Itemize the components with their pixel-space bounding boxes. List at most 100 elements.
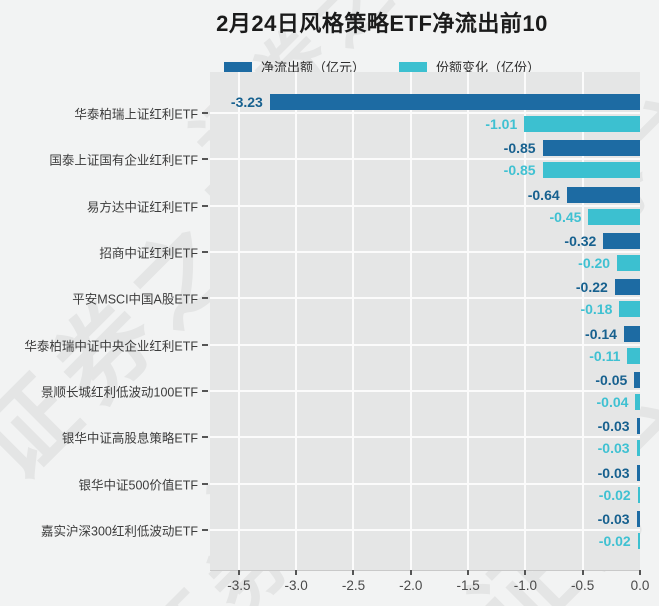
category-label: 招商中证红利ETF (99, 246, 198, 261)
value-label-share-change: -0.85 (503, 162, 536, 179)
category-label: 平安MSCI中国A股ETF (72, 292, 198, 307)
value-label-net-outflow: -0.32 (564, 233, 597, 250)
x-tick (295, 570, 298, 575)
legend-label-share-change: 份额变化（亿份） (436, 60, 541, 75)
value-label-net-outflow: -0.22 (575, 279, 608, 296)
value-label-net-outflow: -0.03 (597, 464, 630, 481)
chart-title: 2月24日风格策略ETF净流出前10 (216, 11, 548, 36)
y-tick (202, 343, 208, 346)
y-tick (202, 112, 208, 114)
bar-share-change (617, 255, 640, 272)
x-tick (581, 570, 584, 575)
value-label-net-outflow: -0.64 (527, 186, 560, 203)
bar-net-outflow (566, 186, 640, 203)
bar-net-outflow (634, 372, 640, 389)
value-label-net-outflow: -0.14 (585, 325, 617, 342)
grid-line-horizontal (210, 343, 640, 346)
grid-line-vertical (524, 72, 527, 570)
y-tick (202, 297, 208, 300)
grid-line-horizontal (210, 158, 640, 161)
category-axis: 华泰柏瑞上证红利ETF 国泰上证国有企业红利ETF 易方达中证红利ETF 招商中证红利… (0, 72, 198, 570)
y-tick (202, 482, 208, 485)
legend-label-net-outflow: 净流出额（亿元） (260, 60, 365, 75)
x-tick-label: -2.5 (341, 578, 366, 593)
value-label-net-outflow: -0.03 (597, 511, 630, 528)
grid-line-horizontal (210, 204, 640, 207)
bar-share-change (637, 533, 640, 550)
value-label-share-change: -0.45 (549, 208, 582, 225)
x-tick (237, 570, 240, 575)
y-tick (202, 204, 208, 207)
y-tick (202, 436, 208, 439)
y-tick (202, 158, 208, 161)
category-label: 华泰柏瑞中证中央企业红利ETF (24, 339, 198, 354)
x-tick-label: -3.5 (227, 578, 251, 593)
value-label-net-outflow: -0.03 (597, 418, 630, 435)
category-label: 嘉实沪深300红利低波动ETF (41, 524, 198, 539)
bar-share-change (524, 116, 640, 132)
value-label-share-change: -1.01 (485, 116, 518, 132)
x-tick-label: 0.0 (630, 578, 650, 593)
grid-line-vertical (581, 72, 584, 570)
x-tick (409, 570, 412, 575)
category-label: 景顺长城红利低波动100ETF (41, 385, 198, 400)
chart-legend: 净流出额（亿元） 份额变化（亿份） (105, 57, 659, 76)
value-label-share-change: -0.11 (589, 347, 621, 364)
y-tick (202, 529, 208, 532)
legend-item-share-change: 份额变化（亿份） (399, 57, 540, 76)
x-tick (524, 570, 527, 575)
value-label-net-outflow: -3.23 (230, 94, 263, 110)
bar-share-change (635, 394, 640, 411)
x-tick (639, 570, 641, 575)
grid-line-horizontal (210, 112, 640, 114)
grid-line-vertical (352, 72, 355, 570)
legend-swatch-net-outflow (223, 61, 252, 72)
legend-swatch-share-change (399, 61, 427, 72)
plot-area: -3.23 -1.01 -0.85 -0.85 -0.64 -0.45 -0.32 -0.20… (210, 72, 640, 571)
bar-net-outflow (542, 140, 640, 157)
bar-share-change (627, 347, 640, 364)
bar-net-outflow (636, 511, 640, 528)
bar-net-outflow (636, 464, 640, 481)
bar-share-change (619, 301, 640, 318)
value-label-net-outflow: -0.85 (503, 140, 536, 157)
bar-share-change (542, 162, 640, 179)
value-label-share-change: -0.20 (578, 255, 611, 272)
chart-header: 2月24日风格策略ETF净流出前10 净流出额（亿元） 份额变化（亿份） (105, 6, 659, 76)
value-label-share-change: -0.18 (580, 301, 613, 318)
grid-line-vertical (467, 72, 470, 570)
bar-net-outflow (269, 94, 640, 110)
grid-line-horizontal (210, 482, 640, 485)
x-tick-label: -2.0 (399, 578, 423, 593)
value-label-net-outflow: -0.05 (595, 372, 628, 389)
x-tick-label: -0.5 (571, 578, 595, 593)
category-label: 易方达中证红利ETF (86, 200, 198, 215)
grid-line-horizontal (210, 436, 640, 439)
bar-share-change (588, 208, 640, 225)
bar-net-outflow (614, 279, 640, 296)
y-tick (202, 251, 208, 254)
legend-item-net-outflow: 净流出额（亿元） (223, 57, 365, 76)
bar-net-outflow (603, 233, 640, 250)
x-tick-label: -1.0 (513, 578, 538, 593)
value-label-share-change: -0.04 (596, 394, 629, 411)
grid-line-horizontal (210, 390, 640, 393)
grid-line-vertical (295, 72, 298, 570)
bar-share-change (637, 486, 640, 503)
grid-line-vertical (237, 72, 240, 570)
grid-line-horizontal (210, 529, 640, 532)
y-tick (202, 390, 208, 393)
x-tick (352, 570, 355, 575)
grid-line-horizontal (210, 251, 640, 254)
grid-line-vertical (409, 72, 412, 570)
x-tick (467, 570, 470, 575)
x-tick-label: -3.0 (284, 578, 308, 593)
bar-net-outflow (623, 325, 640, 342)
x-tick-label: -1.5 (456, 578, 480, 593)
category-label: 华泰柏瑞上证红利ETF (74, 107, 198, 122)
value-label-share-change: -0.02 (598, 533, 631, 550)
bar-share-change (636, 440, 640, 457)
category-label: 国泰上证国有企业红利ETF (49, 153, 198, 168)
bar-net-outflow (636, 418, 640, 435)
